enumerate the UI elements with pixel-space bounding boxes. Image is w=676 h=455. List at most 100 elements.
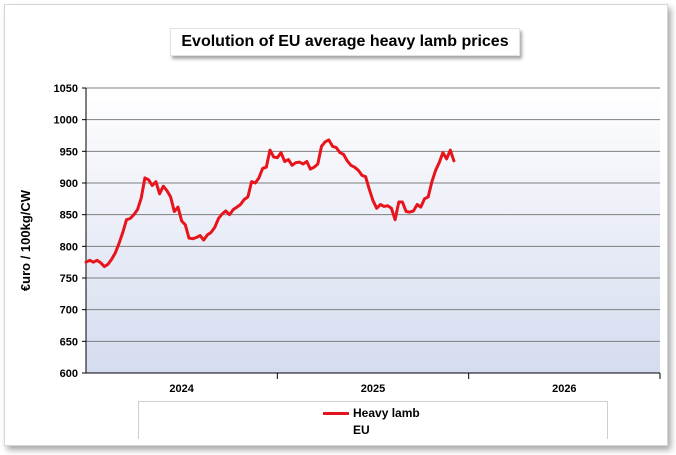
y-tick-label: 600 <box>60 368 78 380</box>
data-point <box>408 211 411 213</box>
data-point <box>287 158 290 161</box>
data-point <box>228 213 231 216</box>
data-point <box>177 206 179 208</box>
data-point <box>339 151 341 154</box>
data-point <box>88 259 91 262</box>
data-point <box>449 149 452 151</box>
legend-sublabel: EU <box>353 423 370 437</box>
data-point <box>191 237 194 240</box>
data-point <box>298 161 301 163</box>
x-tick-labels: 2024 2025 2026 <box>169 383 576 395</box>
data-point <box>269 149 271 151</box>
y-tick-label: 900 <box>60 178 78 190</box>
data-point <box>254 182 257 184</box>
data-point <box>309 168 312 170</box>
data-point <box>442 151 444 154</box>
data-point <box>210 231 212 234</box>
data-point <box>92 261 95 263</box>
grid-lines <box>86 87 660 342</box>
data-point <box>166 189 168 192</box>
data-point <box>423 198 426 200</box>
data-point <box>136 208 139 211</box>
data-point <box>103 265 106 268</box>
data-point <box>383 205 385 208</box>
data-point <box>151 184 154 187</box>
data-point <box>302 163 304 165</box>
data-point <box>294 161 297 164</box>
data-point <box>114 251 117 254</box>
data-point <box>335 146 338 149</box>
data-point <box>350 164 352 167</box>
data-point <box>125 218 128 221</box>
data-point <box>438 161 441 164</box>
data-point <box>155 180 157 183</box>
data-point <box>324 141 326 143</box>
data-point <box>317 163 319 165</box>
data-point <box>99 262 102 264</box>
data-point <box>353 166 356 168</box>
data-point <box>331 145 334 148</box>
data-point <box>232 208 234 211</box>
data-point <box>397 201 400 203</box>
data-point <box>379 203 382 206</box>
data-point <box>217 217 220 220</box>
x-tick-label-2025: 2025 <box>361 383 385 395</box>
data-point <box>199 234 201 237</box>
data-point <box>118 242 120 244</box>
data-point <box>357 169 360 172</box>
data-point <box>202 239 205 241</box>
data-point <box>184 224 187 226</box>
data-point <box>431 180 433 183</box>
data-point <box>110 258 113 260</box>
data-point <box>261 167 264 170</box>
x-tick-label-2026: 2026 <box>552 383 576 395</box>
data-point <box>386 205 389 207</box>
series-group <box>84 138 456 269</box>
y-tick-label: 850 <box>60 210 78 222</box>
y-tick-label: 700 <box>60 305 78 317</box>
data-point <box>85 261 87 263</box>
data-point <box>453 160 455 162</box>
data-point <box>96 259 98 262</box>
data-point <box>250 180 253 183</box>
data-point <box>394 218 396 221</box>
data-point <box>162 185 165 187</box>
data-point <box>320 145 323 148</box>
data-point <box>247 196 249 198</box>
data-point <box>375 207 378 210</box>
data-point <box>313 166 315 168</box>
data-point <box>258 177 260 179</box>
y-tick-label: 750 <box>60 273 78 285</box>
data-point <box>328 139 330 141</box>
data-point <box>243 198 246 201</box>
data-point <box>188 237 190 239</box>
data-point <box>236 206 238 208</box>
y-tick-label: 800 <box>60 241 78 253</box>
data-point <box>283 160 286 163</box>
y-tick-label: 1050 <box>54 83 78 95</box>
data-point <box>147 179 150 181</box>
data-point <box>305 160 308 163</box>
data-point <box>427 196 429 198</box>
y-tick-label: 1000 <box>54 115 78 127</box>
legend: Heavy lamb EU <box>138 401 608 439</box>
data-point <box>280 151 282 154</box>
legend-item-heavy-lamb: Heavy lamb <box>323 406 420 420</box>
data-point <box>173 210 176 213</box>
data-point <box>133 213 135 216</box>
y-tick-label: 950 <box>60 146 78 158</box>
x-tick-label-2024: 2024 <box>169 383 194 395</box>
data-point <box>221 213 223 215</box>
data-point <box>346 160 349 162</box>
data-point <box>265 166 268 168</box>
data-point <box>361 174 363 177</box>
axes <box>82 87 661 379</box>
data-point <box>206 234 209 236</box>
data-point <box>401 201 404 203</box>
data-point <box>416 203 418 206</box>
data-point <box>144 177 146 179</box>
data-point <box>158 192 161 195</box>
data-point <box>225 210 227 212</box>
data-point <box>291 164 293 167</box>
data-point <box>107 263 109 265</box>
